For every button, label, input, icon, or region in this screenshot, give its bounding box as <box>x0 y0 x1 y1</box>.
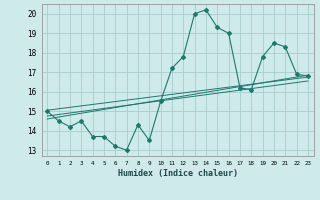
X-axis label: Humidex (Indice chaleur): Humidex (Indice chaleur) <box>118 169 237 178</box>
